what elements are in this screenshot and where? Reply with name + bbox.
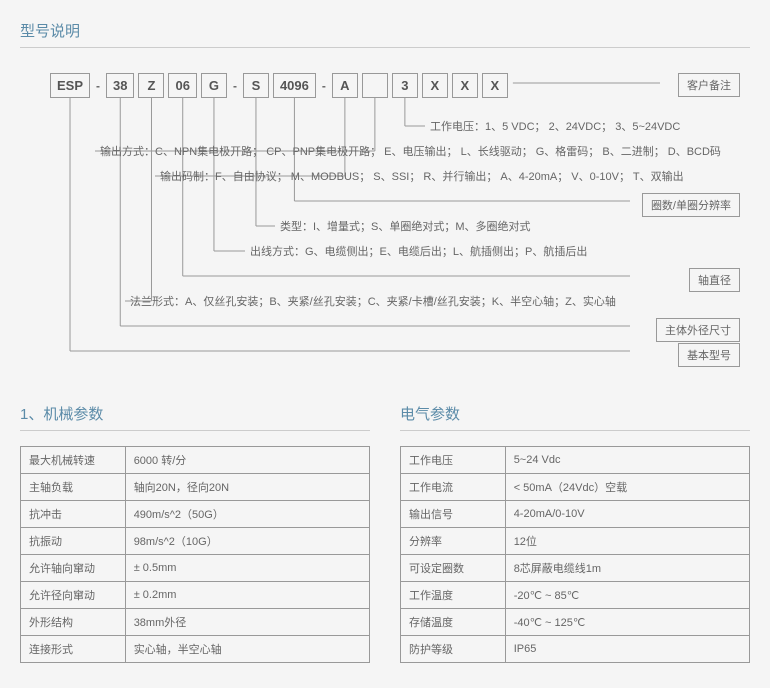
table-row: 工作电流< 50mA（24Vdc）空载 — [401, 474, 750, 501]
code-box-11: X — [452, 73, 478, 98]
code-separator: - — [320, 79, 328, 93]
desc-line-6: 轴直径 — [689, 268, 740, 292]
desc-line-2: 输出码制：F、自由协议； M、MODBUS； S、SSI； R、并行输出； A、… — [160, 168, 684, 184]
code-box-6: 4096 — [273, 73, 316, 98]
code-separator: - — [94, 79, 102, 93]
table-row: 抗冲击490m/s^2（50G） — [21, 501, 370, 528]
code-box-9: 3 — [392, 73, 418, 98]
table-row: 存储温度-40℃ ~ 125℃ — [401, 609, 750, 636]
desc-line-5: 出线方式：G、电缆侧出；E、电缆后出；L、航插侧出；P、航插后出 — [250, 243, 587, 259]
code-box-12: X — [482, 73, 508, 98]
desc-line-0: 工作电压：1、5 VDC； 2、24VDC； 3、5~24VDC — [430, 118, 680, 134]
mech-title: 1、机械参数 — [20, 403, 370, 431]
table-row: 主轴负载轴向20N，径向20N — [21, 474, 370, 501]
table-row: 输出信号4-20mA/0-10V — [401, 501, 750, 528]
desc-line-9: 基本型号 — [678, 343, 740, 367]
table-row: 可设定圈数8芯屏蔽电缆线1m — [401, 555, 750, 582]
desc-line-8: 主体外径尺寸 — [656, 318, 740, 342]
code-box-10: X — [422, 73, 448, 98]
table-row: 最大机械转速6000 转/分 — [21, 447, 370, 474]
table-row: 分辨率12位 — [401, 528, 750, 555]
table-row: 允许径向窜动± 0.2mm — [21, 582, 370, 609]
table-row: 工作电压5~24 Vdc — [401, 447, 750, 474]
table-row: 工作温度-20℃ ~ 85℃ — [401, 582, 750, 609]
elec-title: 电气参数 — [400, 403, 750, 431]
mech-table: 最大机械转速6000 转/分主轴负载轴向20N，径向20N抗冲击490m/s^2… — [20, 446, 370, 663]
customer-note-box: 客户备注 — [678, 73, 740, 97]
code-box-5: S — [243, 73, 269, 98]
model-diagram: ESP-38Z06G-S4096-A 3XXX 客户备注 工作电压：1、5 VD… — [20, 63, 750, 373]
desc-line-7: 法兰形式：A、仅丝孔安装；B、夹紧/丝孔安装；C、夹紧/卡槽/丝孔安装；K、半空… — [130, 293, 616, 309]
table-row: 抗振动98m/s^2（10G） — [21, 528, 370, 555]
code-box-0: ESP — [50, 73, 90, 98]
table-row: 允许轴向窜动± 0.5mm — [21, 555, 370, 582]
table-row: 连接形式实心轴，半空心轴 — [21, 636, 370, 663]
code-box-2: Z — [138, 73, 164, 98]
code-box-3: 06 — [168, 73, 196, 98]
desc-line-1: 输出方式：C、NPN集电极开路； CP、PNP集电极开路； E、电压输出； L、… — [100, 143, 721, 159]
table-row: 外形结构38mm外径 — [21, 609, 370, 636]
elec-table: 工作电压5~24 Vdc工作电流< 50mA（24Vdc）空载输出信号4-20m… — [400, 446, 750, 663]
code-box-7: A — [332, 73, 358, 98]
table-row: 防护等级IP65 — [401, 636, 750, 663]
code-separator: - — [231, 79, 239, 93]
code-box-8 — [362, 73, 388, 98]
code-box-4: G — [201, 73, 227, 98]
desc-line-3: 圈数/单圈分辨率 — [642, 193, 740, 217]
desc-line-4: 类型：I、增量式；S、单圈绝对式；M、多圈绝对式 — [280, 218, 531, 234]
code-box-1: 38 — [106, 73, 134, 98]
model-section-title: 型号说明 — [20, 20, 750, 48]
code-boxes: ESP-38Z06G-S4096-A 3XXX — [50, 73, 508, 98]
